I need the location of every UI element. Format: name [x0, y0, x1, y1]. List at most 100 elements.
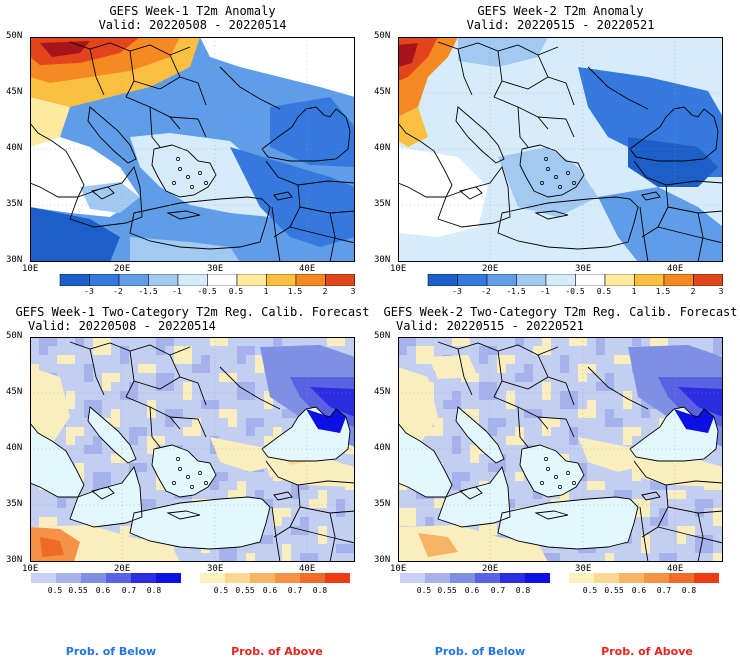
- colorbar-tick: 0.7: [121, 586, 137, 595]
- panel1-anomaly-map: [30, 37, 355, 262]
- panel2-title-line2: Valid: 20220515 - 20220521: [466, 18, 655, 32]
- lat-label: 40N: [6, 143, 23, 153]
- colorbar-tick: 0.6: [262, 586, 278, 595]
- lat-label: 45N: [374, 387, 391, 397]
- panel3-prob-below-label: Prob. of Below: [65, 645, 157, 658]
- panel3-title-line1: GEFS Week-1 Two-Category T2m Reg. Calib.…: [15, 305, 370, 319]
- panel3-title-line2: Valid: 20220508 - 20220514: [28, 319, 216, 333]
- colorbar-tick: 0.8: [312, 586, 328, 595]
- lat-label: 45N: [374, 87, 391, 97]
- panel4-prob-below-label: Prob. of Below: [434, 645, 526, 658]
- colorbar-tick: -3: [84, 287, 94, 296]
- colorbar-tick: 0.5: [47, 586, 63, 595]
- panel2-title: GEFS Week-2 T2m Anomaly Valid: 20220515 …: [398, 4, 723, 32]
- panel1-title: GEFS Week-1 T2m Anomaly Valid: 20220508 …: [30, 4, 355, 32]
- colorbar-tick: -1: [172, 287, 182, 296]
- colorbar-tick: -2: [481, 287, 491, 296]
- lon-label: 40E: [299, 264, 316, 274]
- panel4-probability-map: [398, 337, 723, 562]
- colorbar-tick: 0.55: [437, 586, 457, 595]
- panel2-anomaly-map: [398, 37, 723, 262]
- colorbar-tick: 3: [718, 287, 724, 296]
- colorbar-tick: 0.7: [287, 586, 303, 595]
- colorbar-tick: -0.5: [565, 287, 585, 296]
- panel1-anomaly-colorbar: [59, 274, 355, 286]
- lat-label: 45N: [6, 87, 23, 97]
- panel2-anomaly-colorbar: [427, 274, 723, 286]
- lat-label: 30N: [374, 555, 391, 565]
- panel4-title: GEFS Week-2 Two-Category T2m Reg. Calib.…: [378, 305, 740, 333]
- lat-label: 50N: [6, 331, 23, 341]
- panel4-title-line1: GEFS Week-2 Two-Category T2m Reg. Calib.…: [383, 305, 738, 319]
- panel3-title: GEFS Week-1 Two-Category T2m Reg. Calib.…: [10, 305, 375, 333]
- colorbar-tick: -0.5: [197, 287, 217, 296]
- lon-label: 30E: [575, 264, 592, 274]
- colorbar-tick: 0.6: [631, 586, 647, 595]
- lon-label: 10E: [22, 564, 39, 574]
- colorbar-tick: 0.6: [95, 586, 111, 595]
- lat-label: 45N: [6, 387, 23, 397]
- lat-label: 35N: [6, 499, 23, 509]
- colorbar-tick: 3: [350, 287, 356, 296]
- lat-label: 50N: [374, 331, 391, 341]
- panel3-below-colorbar: [31, 573, 181, 583]
- lon-label: 20E: [114, 564, 131, 574]
- lat-label: 35N: [374, 499, 391, 509]
- colorbar-tick: 0.7: [656, 586, 672, 595]
- lon-label: 40E: [667, 564, 684, 574]
- colorbar-tick: 0.8: [681, 586, 697, 595]
- lat-label: 40N: [374, 143, 391, 153]
- panel3-prob-above-label: Prob. of Above: [231, 645, 323, 658]
- lon-label: 10E: [22, 264, 39, 274]
- colorbar-tick: 1: [263, 287, 269, 296]
- panel4-above-colorbar: [569, 573, 719, 583]
- lon-label: 40E: [299, 564, 316, 574]
- colorbar-tick: 0.5: [596, 287, 612, 296]
- lat-label: 50N: [374, 31, 391, 41]
- lon-label: 30E: [207, 564, 224, 574]
- lon-label: 10E: [390, 564, 407, 574]
- colorbar-tick: -1.5: [138, 287, 158, 296]
- colorbar-tick: 0.5: [582, 586, 598, 595]
- panel2-title-line1: GEFS Week-2 T2m Anomaly: [477, 4, 644, 18]
- lat-label: 40N: [374, 443, 391, 453]
- colorbar-tick: 2: [322, 287, 328, 296]
- lat-label: 30N: [374, 255, 391, 265]
- colorbar-tick: 0.5: [228, 287, 244, 296]
- colorbar-tick: 1.5: [287, 287, 303, 296]
- panel4-below-colorbar: [400, 573, 550, 583]
- colorbar-tick: 0.8: [146, 586, 162, 595]
- panel3-probability-map: [30, 337, 355, 562]
- colorbar-tick: 0.8: [515, 586, 531, 595]
- colorbar-tick: 1.5: [655, 287, 671, 296]
- panel1-title-line1: GEFS Week-1 T2m Anomaly: [109, 4, 276, 18]
- panel3-above-colorbar: [200, 573, 350, 583]
- panel4-prob-above-label: Prob. of Above: [601, 645, 693, 658]
- lat-label: 40N: [6, 443, 23, 453]
- lon-label: 30E: [207, 264, 224, 274]
- lon-label: 20E: [114, 264, 131, 274]
- lon-label: 20E: [482, 264, 499, 274]
- colorbar-tick: 0.5: [416, 586, 432, 595]
- colorbar-tick: 1: [631, 287, 637, 296]
- colorbar-tick: 2: [690, 287, 696, 296]
- colorbar-tick: 0.55: [604, 586, 624, 595]
- colorbar-tick: -1.5: [506, 287, 526, 296]
- lon-label: 40E: [667, 264, 684, 274]
- lat-label: 50N: [6, 31, 23, 41]
- lon-label: 20E: [482, 564, 499, 574]
- panel1-title-line2: Valid: 20220508 - 20220514: [98, 18, 287, 32]
- colorbar-tick: 0.7: [490, 586, 506, 595]
- colorbar-tick: 0.6: [464, 586, 480, 595]
- colorbar-tick: 0.5: [213, 586, 229, 595]
- colorbar-tick: 0.55: [68, 586, 88, 595]
- colorbar-tick: -2: [113, 287, 123, 296]
- panel4-title-line2: Valid: 20220515 - 20220521: [396, 319, 584, 333]
- lat-label: 35N: [374, 199, 391, 209]
- colorbar-tick: 0.55: [235, 586, 255, 595]
- lon-label: 30E: [575, 564, 592, 574]
- lat-label: 35N: [6, 199, 23, 209]
- colorbar-tick: -3: [452, 287, 462, 296]
- lon-label: 10E: [390, 264, 407, 274]
- colorbar-tick: -1: [540, 287, 550, 296]
